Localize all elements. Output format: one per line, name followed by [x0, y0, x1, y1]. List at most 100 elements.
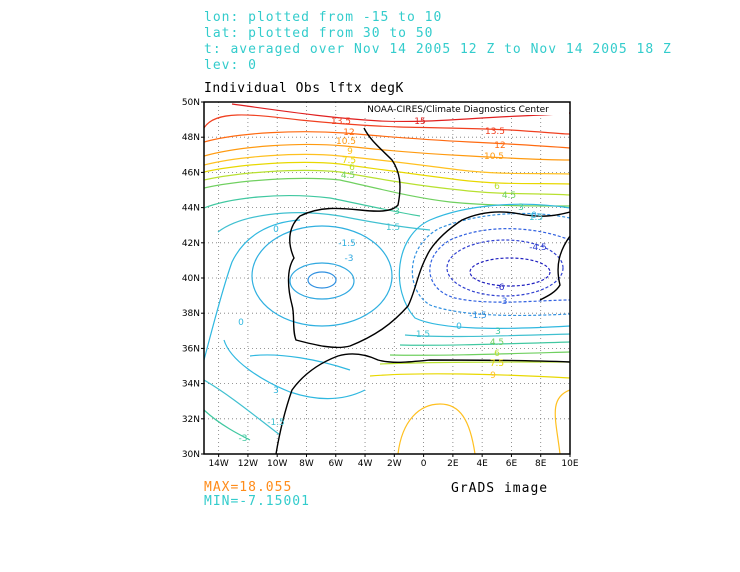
- contour-label: -4.5: [529, 243, 547, 253]
- lat-tick-label: 46N: [182, 168, 200, 178]
- contour-m4-5-west: [307, 271, 337, 289]
- contour-m3-east: [429, 228, 570, 303]
- coastline-italy: [539, 235, 570, 301]
- contour-10-5: [204, 143, 570, 161]
- contour-label: -3: [499, 297, 508, 307]
- contour-4-5: [204, 177, 570, 207]
- contour-label: 7.5: [490, 359, 504, 369]
- contour-3-s: [399, 341, 570, 346]
- lon-axis: 14W 12W 10W 8W 6W 4W 2W 0 2E 4E 6E 8E 10E: [208, 454, 579, 469]
- contour-label: -6: [496, 283, 505, 293]
- contour-label: 10.5: [336, 137, 356, 147]
- contour-label: -1.5: [469, 311, 487, 321]
- contour-label: 12: [494, 141, 505, 151]
- contour-label: 9: [490, 371, 496, 381]
- contour-0-east: [398, 203, 570, 329]
- lat-axis: 30N 32N 34N 36N 38N 40N 42N 44N 46N 48N 50N: [182, 98, 204, 460]
- contour-label: 3: [394, 207, 400, 217]
- min-value-label: MIN=-7.15001: [204, 494, 310, 509]
- contour-label: 1.5: [416, 330, 430, 340]
- lat-tick-label: 40N: [182, 274, 200, 284]
- contour-label: 6: [494, 349, 500, 359]
- lon-tick-label: 10W: [267, 459, 287, 469]
- contour-label: 3: [273, 386, 279, 396]
- lat-tick-label: 30N: [182, 450, 200, 460]
- lat-tick-label: 42N: [182, 239, 200, 249]
- coastline-europe: [287, 127, 570, 349]
- contour-0-w: [204, 219, 301, 361]
- time-range-line: t: averaged over Nov 14 2005 12 Z to Nov…: [204, 42, 672, 57]
- contour-label: 0: [238, 318, 244, 328]
- lon-tick-label: 6W: [328, 459, 343, 469]
- contour-9-se: [554, 389, 570, 454]
- contour-label: 4.5: [341, 171, 355, 181]
- contour-labels: 15 13.5 12 10.5 9 7.5 6 4.5 3 1.5 0 -1.5…: [238, 117, 547, 444]
- lat-tick-label: 38N: [182, 309, 200, 319]
- lat-tick-label: 34N: [182, 380, 200, 390]
- lon-tick-label: 2E: [447, 459, 459, 469]
- contour-1-5-n: [217, 212, 431, 233]
- contour-label: 0: [273, 225, 279, 235]
- contour-3-sw: [204, 409, 251, 441]
- lon-tick-label: 0: [421, 459, 427, 469]
- lat-tick-label: 32N: [182, 415, 200, 425]
- contour-4-5-s: [389, 351, 570, 356]
- contour-m6-east: [469, 257, 551, 287]
- contour-12: [204, 131, 570, 149]
- coastline-africa: [275, 353, 570, 454]
- contour-label: -3: [345, 254, 354, 264]
- contour-label: 6: [349, 163, 355, 173]
- lat-tick-label: 50N: [182, 98, 200, 108]
- contour-label: 3: [518, 203, 524, 213]
- level-line: lev: 0: [204, 58, 257, 73]
- lon-tick-label: 6E: [506, 459, 518, 469]
- contour-label: 13.5: [331, 117, 351, 127]
- contour-7-5-s: [369, 373, 570, 379]
- contour-label: 9: [347, 147, 353, 157]
- contour-label: 15: [414, 117, 425, 127]
- lon-tick-label: 2W: [387, 459, 402, 469]
- contour-15: [231, 103, 570, 123]
- credit-box: [347, 103, 569, 115]
- contour-label: 12: [343, 128, 354, 138]
- contour-label: 4.5: [490, 338, 504, 348]
- contour-m3-west: [289, 262, 355, 300]
- contour-9-s: [397, 403, 476, 454]
- grads-image-label: GrADS image: [451, 481, 549, 496]
- contour-label: 1.5: [529, 213, 543, 223]
- contour-m1-5-east: [411, 212, 570, 317]
- lon-tick-label: 12W: [238, 459, 258, 469]
- max-value-label: MAX=18.055: [204, 480, 293, 495]
- contour-label: 0: [531, 211, 537, 221]
- contour-lines: [204, 103, 570, 454]
- contour-1-5-s: [404, 333, 570, 338]
- contour-label: 1.5: [386, 223, 400, 233]
- lat-range-line: lat: plotted from 30 to 50: [204, 26, 434, 41]
- contour-label: 0: [456, 322, 462, 332]
- lon-tick-label: 8W: [299, 459, 314, 469]
- contour-label: 3: [495, 327, 501, 337]
- coastline: [275, 127, 570, 454]
- lon-tick-label: 14W: [208, 459, 228, 469]
- contour-3-n: [204, 195, 421, 217]
- contour-13-5: [204, 114, 570, 135]
- lon-tick-label: 8E: [535, 459, 547, 469]
- credit-text: NOAA-CIRES/Climate Diagnostics Center: [367, 105, 549, 115]
- lon-tick-label: 10E: [561, 459, 578, 469]
- contour-label: 4.5: [502, 191, 516, 201]
- contour-m4-5-east: [446, 239, 564, 297]
- contour-label: 6: [494, 182, 500, 192]
- contour-label: -3: [239, 434, 248, 444]
- contour-9: [204, 153, 570, 175]
- lon-tick-label: 4W: [358, 459, 373, 469]
- contour-0-sw: [223, 339, 366, 400]
- contour-label: 7.5: [342, 156, 356, 166]
- lat-tick-label: 44N: [182, 204, 200, 214]
- lon-tick-label: 4E: [476, 459, 488, 469]
- contour-label: -1.5: [338, 239, 356, 249]
- contour-label: 10.5: [484, 152, 504, 162]
- lat-tick-label: 36N: [182, 344, 200, 354]
- contour-6: [204, 169, 570, 196]
- contour-label: -1.5: [267, 418, 285, 428]
